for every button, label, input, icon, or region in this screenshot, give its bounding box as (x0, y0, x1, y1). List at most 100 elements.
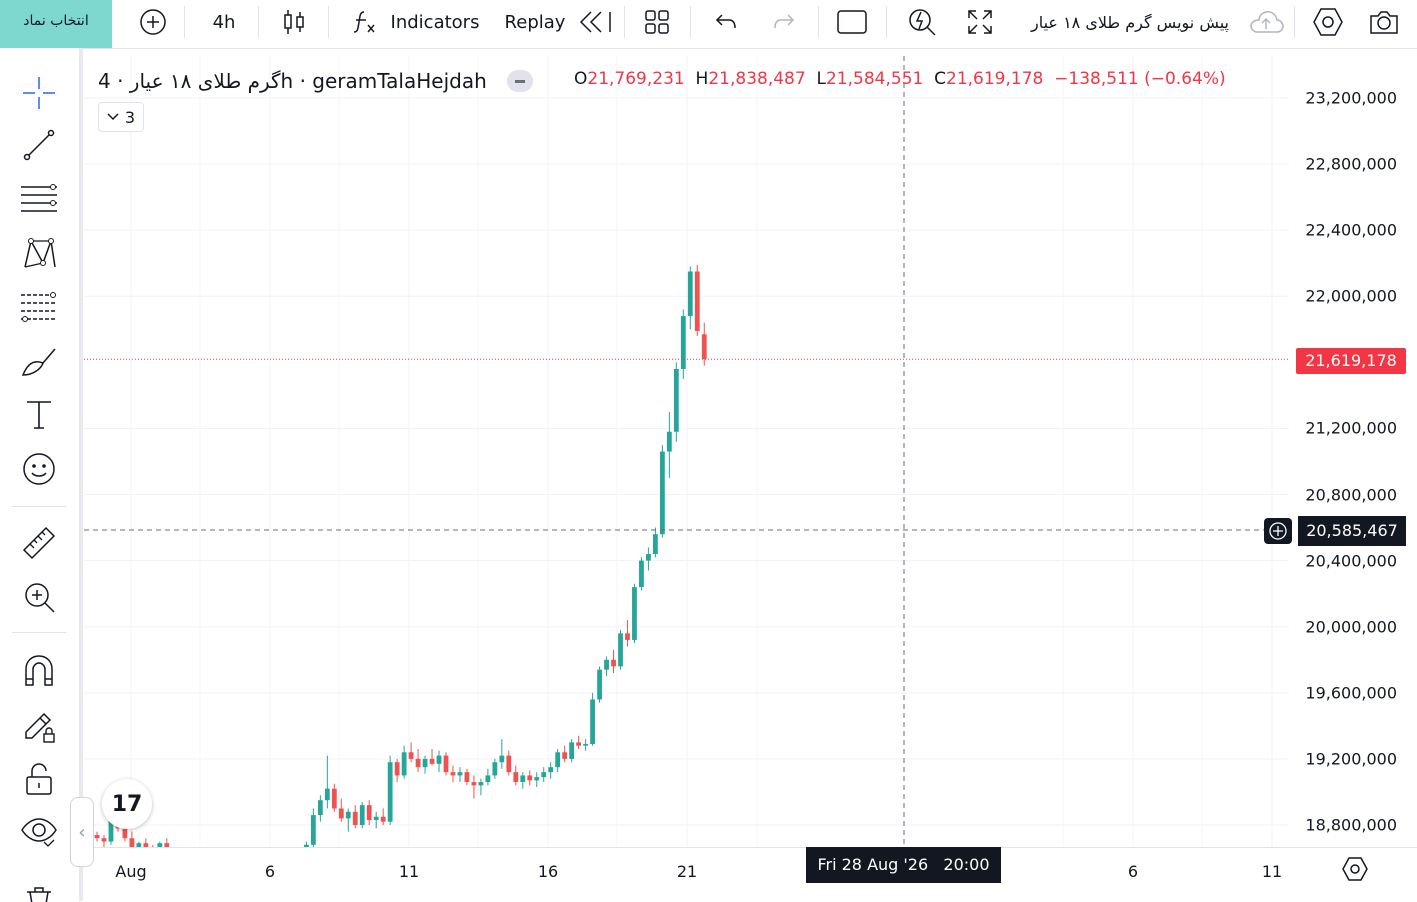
candle-up (520, 775, 526, 783)
text-icon[interactable] (18, 394, 60, 436)
left-toolbar-border (79, 48, 83, 901)
toolbar-divider (624, 6, 625, 38)
minus-icon (514, 80, 525, 83)
magnet-icon[interactable] (18, 650, 60, 692)
undo-icon[interactable] (708, 0, 744, 44)
chart-legend: گرم طلای ۱۸ عیار · 4h · geramTalaHejdah (98, 66, 533, 96)
fullscreen-icon[interactable] (960, 0, 1000, 44)
indicators-button[interactable]: Indicators (390, 11, 480, 33)
candle-up (492, 762, 498, 776)
emoji-icon[interactable] (18, 448, 60, 490)
eye-icon[interactable] (18, 810, 60, 852)
candle-up (687, 271, 693, 317)
ohlc-low-key: L (816, 69, 826, 89)
candle-down (694, 271, 700, 331)
candle-up (680, 316, 686, 369)
candle-up (597, 669, 602, 700)
candle-down (129, 838, 135, 847)
candle-up (478, 782, 484, 786)
candle-down (471, 782, 477, 786)
candle-up (317, 800, 323, 816)
crosshair-icon[interactable] (18, 72, 60, 114)
candle-up (548, 767, 554, 773)
lock-draw-icon[interactable] (18, 704, 60, 746)
candle-up (157, 843, 163, 847)
candle-up (436, 755, 442, 764)
redo-icon[interactable] (766, 0, 802, 44)
add-alert-plus-icon[interactable] (1264, 518, 1292, 544)
candles (94, 264, 707, 847)
crosshair-time-tag: Fri 28 Aug '26 20:00 (806, 847, 1001, 883)
time-tick-label: 6 (264, 862, 276, 881)
candle-up (569, 742, 575, 759)
candle-down (394, 762, 400, 776)
ohlc-change: −138,511 (−0.64%) (1054, 69, 1226, 89)
ohlc-high: 21,838,487 (708, 69, 806, 89)
axis-settings-icon[interactable] (1342, 856, 1368, 886)
ohlc-close-key: C (934, 69, 947, 89)
time-tick-label: 16 (537, 862, 559, 881)
ohlc-high-key: H (695, 69, 709, 89)
chevron-left-icon: ‹ (78, 821, 86, 843)
candle-up (387, 762, 393, 822)
candle-up (345, 811, 351, 819)
candle-up (401, 752, 407, 776)
legend-collapse-button[interactable] (506, 70, 533, 92)
collapse-toolbar-button[interactable]: ‹ (70, 797, 94, 867)
candle-up (632, 587, 637, 640)
unlock-icon[interactable] (18, 758, 60, 800)
price-axis[interactable]: 23,200,000 22,800,000 22,400,000 22,000,000… (1289, 56, 1417, 847)
candle-up (373, 816, 379, 821)
camera-icon[interactable] (1364, 0, 1404, 44)
brush-icon[interactable] (18, 340, 60, 382)
candle-up (673, 368, 679, 432)
toolbar-divider (258, 6, 259, 38)
symbol-search-button[interactable]: انتخاب نماد (0, 0, 112, 48)
price-tick-label: 19,200,000 (1305, 749, 1397, 769)
candle-up (604, 659, 609, 670)
toolbar-divider (886, 6, 887, 38)
price-tick-label: 19,600,000 (1305, 683, 1397, 703)
crosshair-price-tag: 20,585,467 (1298, 516, 1406, 546)
zoom-icon[interactable] (18, 576, 60, 618)
candle-down (527, 775, 533, 781)
candle-down (94, 834, 100, 839)
trash-icon[interactable] (18, 878, 60, 902)
ruler-icon[interactable] (18, 522, 60, 564)
toolbar-divider (1294, 6, 1295, 38)
candles-icon[interactable] (274, 0, 314, 44)
candle-up (541, 772, 547, 778)
candle-up (646, 554, 651, 561)
candle-down (331, 788, 337, 809)
fib-icon[interactable] (18, 286, 60, 328)
trend-line-icon[interactable] (18, 124, 60, 166)
settings-icon[interactable] (1308, 0, 1348, 44)
replay-button[interactable]: Replay (504, 11, 566, 33)
layout-grid-icon[interactable] (638, 0, 676, 44)
rectangle-icon[interactable] (832, 0, 872, 44)
candle-down (429, 758, 435, 764)
ohlc-close: 21,619,178 (946, 69, 1044, 89)
interval-button[interactable]: 4h (212, 11, 236, 33)
cloud-icon[interactable] (1244, 0, 1288, 44)
price-chart[interactable] (84, 56, 1289, 847)
candle-up (555, 752, 561, 768)
replay-icon[interactable] (574, 0, 616, 44)
tradingview-logo[interactable]: 17 (102, 779, 152, 829)
price-tick-label: 22,800,000 (1305, 154, 1397, 174)
time-axis[interactable]: Aug 6 11 16 21 6 11 (84, 847, 1417, 890)
time-tick-label: 11 (1261, 862, 1283, 881)
plus-circle-icon[interactable] (132, 0, 174, 44)
candle-down (513, 772, 519, 783)
pattern-icon[interactable] (18, 232, 60, 274)
candle-down (352, 811, 358, 825)
toolbar-divider (328, 6, 329, 38)
toolbar-divider (690, 6, 691, 38)
candle-up (639, 560, 644, 588)
indicators-toggle[interactable]: 3 (98, 102, 144, 132)
fx-icon[interactable] (348, 0, 382, 44)
alert-icon[interactable] (902, 0, 942, 44)
horizontal-lines-icon[interactable] (18, 178, 60, 220)
candle-up (310, 815, 316, 845)
time-tick-label: 21 (676, 862, 698, 881)
